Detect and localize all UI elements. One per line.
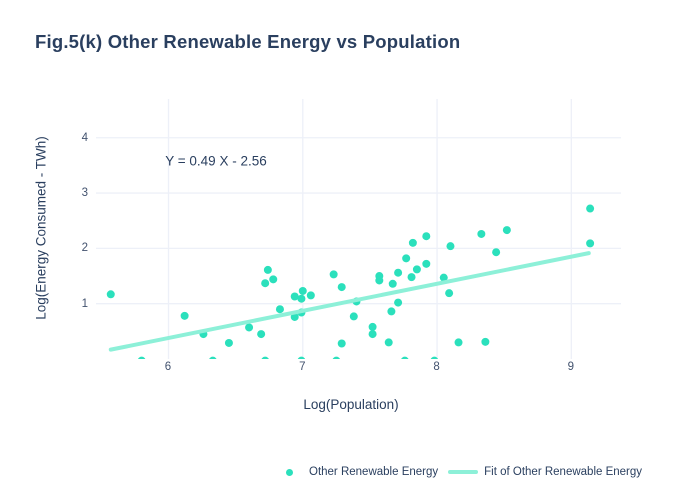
x-axis-tick-labels: 6 7 8 9	[0, 361, 700, 377]
scatter-point[interactable]	[263, 265, 272, 274]
scatter-point[interactable]	[400, 356, 408, 359]
scatter-point[interactable]	[386, 307, 395, 316]
scatter-marker-icon	[286, 468, 293, 476]
y-tick-label: 3	[81, 187, 88, 200]
y-axis-title: Log(Energy Consumed - TWh)	[33, 136, 49, 320]
scatter-point[interactable]	[368, 330, 377, 339]
scatter-point[interactable]	[412, 265, 421, 274]
fit-equation-annotation: Y = 0.49 X - 2.56	[165, 153, 267, 169]
scatter-point[interactable]	[393, 298, 402, 307]
x-tick-label: 8	[433, 361, 440, 373]
scatter-point[interactable]	[585, 239, 594, 248]
scatter-point[interactable]	[296, 294, 305, 303]
fit-line[interactable]	[108, 251, 591, 352]
y-tick-label: 1	[81, 297, 88, 310]
scatter-point[interactable]	[502, 226, 511, 235]
scatter-point[interactable]	[491, 248, 500, 257]
legend: Other Renewable Energy Fit of Other Rene…	[283, 466, 642, 478]
scatter-point[interactable]	[180, 311, 189, 320]
x-tick-label: 9	[567, 361, 575, 373]
scatter-point[interactable]	[421, 232, 430, 241]
scatter-point[interactable]	[268, 275, 277, 284]
scatter-point[interactable]	[260, 279, 269, 288]
x-axis-title: Log(Population)	[303, 397, 399, 412]
chart-canvas	[95, 99, 621, 359]
scatter-point[interactable]	[337, 339, 346, 348]
y-axis-tick-labels: 1 2 3 4	[0, 99, 88, 359]
y-tick-label: 4	[81, 131, 88, 144]
legend-item-other-renewable[interactable]: Other Renewable Energy	[283, 466, 438, 478]
scatter-point[interactable]	[208, 356, 216, 359]
scatter-point[interactable]	[332, 356, 340, 359]
scatter-point[interactable]	[430, 356, 438, 359]
legend-label-fit: Fit of Other Renewable Energy	[484, 466, 643, 478]
scatter-point[interactable]	[454, 338, 463, 347]
x-tick-label: 7	[299, 361, 306, 373]
scatter-point[interactable]	[329, 270, 338, 279]
scatter-point[interactable]	[374, 276, 383, 285]
scatter-point[interactable]	[476, 229, 485, 238]
y-tick-label: 2	[81, 242, 88, 255]
scatter-point[interactable]	[224, 338, 233, 347]
scatter-point[interactable]	[384, 338, 393, 347]
scatter-point[interactable]	[297, 356, 305, 359]
scatter-point[interactable]	[290, 312, 299, 321]
scatter-point[interactable]	[256, 330, 265, 339]
chart-title: Fig.5(k) Other Renewable Energy vs Popul…	[35, 31, 461, 52]
scatter-point[interactable]	[388, 279, 397, 288]
scatter-point[interactable]	[368, 322, 377, 331]
fit-line-swatch-icon	[448, 470, 479, 474]
legend-item-fit-line[interactable]: Fit of Other Renewable Energy	[448, 466, 642, 478]
scatter-point[interactable]	[349, 312, 358, 321]
scatter-point[interactable]	[244, 323, 253, 332]
legend-label-scatter: Other Renewable Energy	[309, 466, 439, 478]
scatter-point[interactable]	[298, 286, 307, 295]
scatter-point[interactable]	[275, 305, 284, 314]
scatter-point[interactable]	[421, 259, 430, 268]
scatter-point[interactable]	[408, 238, 417, 247]
scatter-point[interactable]	[290, 292, 299, 301]
scatter-point[interactable]	[306, 291, 315, 300]
x-tick-label: 6	[164, 361, 172, 373]
scatter-point[interactable]	[106, 290, 115, 299]
scatter-point[interactable]	[585, 204, 594, 213]
scatter-point[interactable]	[393, 268, 402, 277]
scatter-point[interactable]	[480, 337, 489, 346]
scatter-point[interactable]	[445, 242, 454, 251]
scatter-point[interactable]	[444, 289, 453, 298]
scatter-point[interactable]	[407, 273, 416, 282]
scatter-point[interactable]	[439, 273, 448, 282]
scatter-point[interactable]	[337, 283, 346, 292]
scatter-point[interactable]	[401, 254, 410, 263]
scatter-point[interactable]	[137, 356, 145, 359]
scatter-point[interactable]	[261, 356, 269, 359]
plot-area	[95, 99, 621, 359]
